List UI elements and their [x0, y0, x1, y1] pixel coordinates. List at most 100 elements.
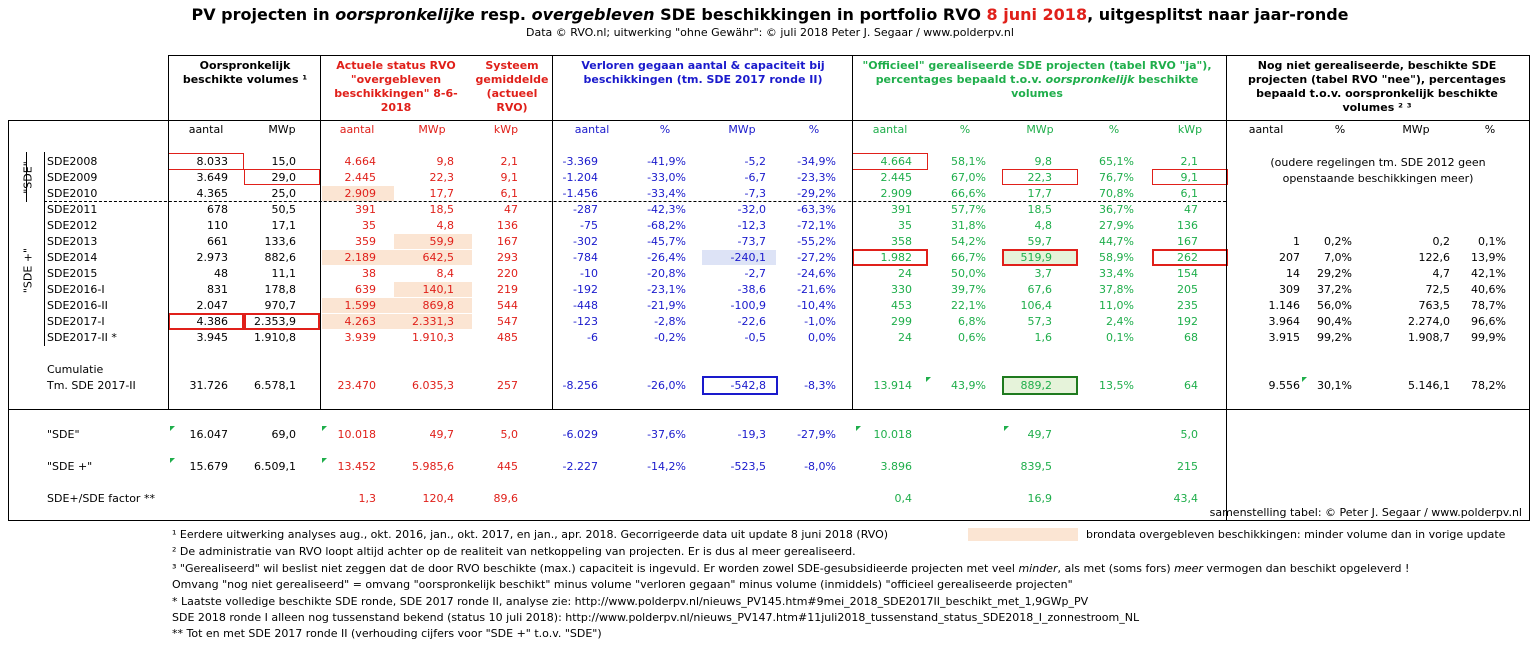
table-cell: -192: [573, 283, 598, 296]
table-cell: 8.033: [196, 155, 229, 168]
cell-marker: [170, 458, 175, 463]
table-cell: 43,4: [1173, 492, 1199, 505]
cell-marker: [322, 426, 327, 431]
footnote-3: ³ "Gerealiseerd" wil beslist niet zeggen…: [172, 562, 1410, 575]
footnote-5[interactable]: * Laatste volledige beschikte SDE ronde,…: [172, 595, 1089, 608]
table-cell: -26,0%: [647, 379, 686, 392]
column-subheader: MWp: [268, 123, 296, 136]
table-cell: 192: [1177, 315, 1198, 328]
table-cell: 154: [1177, 267, 1198, 280]
table-cell: 4.386: [196, 315, 229, 328]
table-cell: 23.470: [337, 379, 377, 392]
table-cell: 13,9%: [1471, 251, 1506, 264]
table-cell: 47: [504, 203, 518, 216]
table-cell: 69,0: [271, 428, 297, 441]
highlight-cell: [322, 314, 472, 329]
column-subheader: MWp: [1402, 123, 1430, 136]
table-cell: -100,9: [730, 299, 766, 312]
table-cell: 207: [1279, 251, 1300, 264]
table-cell: -68,2%: [647, 219, 686, 232]
outline-box: [244, 169, 320, 185]
column-subheader: MWp: [418, 123, 446, 136]
cell-marker: [856, 426, 861, 431]
highlight-cell: [1002, 377, 1078, 394]
table-cell: 64: [1184, 379, 1198, 392]
column-subheader: %: [1484, 123, 1496, 136]
table-cell: 37,2%: [1317, 283, 1352, 296]
column-subheader: %: [1108, 123, 1120, 136]
table-cell: -1,0%: [804, 315, 836, 328]
row-label: SDE2008: [47, 155, 98, 168]
table-cell: 178,8: [264, 283, 297, 296]
table-cell: 39,7%: [951, 283, 986, 296]
table-cell: -29,2%: [797, 187, 836, 200]
table-cell: 2.331,3: [412, 315, 454, 328]
table-cell: 3.945: [196, 331, 229, 344]
table-cell: 72,5: [1425, 283, 1451, 296]
table-cell: 31,8%: [951, 219, 986, 232]
table-cell: 391: [355, 203, 376, 216]
table-cell: -6,7: [744, 171, 766, 184]
table-cell: 58,9%: [1099, 251, 1134, 264]
row-label: SDE2013: [47, 235, 98, 248]
table-cell: 37,8%: [1099, 283, 1134, 296]
table-cell: 1.910,3: [412, 331, 454, 344]
table-cell: -27,9%: [797, 428, 836, 441]
table-cell: 4.664: [880, 155, 913, 168]
table-cell: 547: [497, 315, 518, 328]
table-cell: -1.204: [562, 171, 598, 184]
table-cell: 76,7%: [1099, 171, 1134, 184]
table-cell: -8,0%: [804, 460, 836, 473]
old-regulations-note: (oudere regelingen tm. SDE 2012 geen ope…: [1270, 156, 1486, 185]
table-cell: -23,1%: [647, 283, 686, 296]
table-cell: 133,6: [264, 235, 297, 248]
table-cell: 42,1%: [1471, 267, 1506, 280]
table-cell: 1,6: [1034, 331, 1053, 344]
table-cell: 0,2%: [1324, 235, 1352, 248]
table-cell: -72,1%: [797, 219, 836, 232]
table-cell: -2.227: [562, 460, 598, 473]
footnote-6[interactable]: SDE 2018 ronde I alleen nog tussenstand …: [172, 611, 1140, 624]
table-cell: -73,7: [737, 235, 766, 248]
table-cell: -55,2%: [797, 235, 836, 248]
table-cell: 2.445: [344, 171, 377, 184]
column-subheader: aantal: [339, 123, 375, 136]
cell-marker: [1302, 377, 1307, 382]
table-cell: 18,5: [429, 203, 455, 216]
table-cell: -3.369: [562, 155, 598, 168]
table-cell: 13,5%: [1099, 379, 1134, 392]
table-cell: 59,7: [1027, 235, 1053, 248]
table-cell: 869,8: [422, 299, 455, 312]
table-cell: 544: [497, 299, 518, 312]
table-cell: 4.365: [196, 187, 229, 200]
table-cell: 14: [1286, 267, 1300, 280]
table-cell: 219: [497, 283, 518, 296]
table-cell: -26,4%: [647, 251, 686, 264]
table-cell: 519,9: [1020, 251, 1053, 264]
table-cell: -7,3: [744, 187, 766, 200]
outline-box: [1152, 249, 1228, 266]
outline-box: [168, 313, 244, 330]
table-cell: -123: [573, 315, 598, 328]
cell-marker: [1004, 426, 1009, 431]
table-cell: 13.914: [873, 379, 913, 392]
table-cell: 0,6%: [958, 331, 986, 344]
table-cell: 2.909: [880, 187, 913, 200]
table-cell: 67,6: [1027, 283, 1053, 296]
table-cell: 57,3: [1027, 315, 1053, 328]
row-label: SDE2017-I: [47, 315, 105, 328]
table-cell: 293: [497, 251, 518, 264]
table-cell: 839,5: [1020, 460, 1053, 473]
table-cell: 831: [207, 283, 228, 296]
column-subheader: aantal: [188, 123, 224, 136]
table-cell: 120,4: [422, 492, 455, 505]
table-cell: 215: [1177, 460, 1198, 473]
row-label: "SDE": [47, 428, 80, 441]
table-cell: 122,6: [1418, 251, 1451, 264]
row-label: "SDE +": [47, 460, 93, 473]
table-cell: 35: [898, 219, 912, 232]
table-cell: 4,8: [436, 219, 455, 232]
table-cell: 106,4: [1020, 299, 1053, 312]
table-cell: -45,7%: [647, 235, 686, 248]
column-subheader: %: [659, 123, 671, 136]
